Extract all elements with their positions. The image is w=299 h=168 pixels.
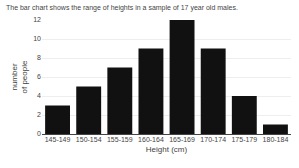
svg-text:Height (cm): Height (cm)	[146, 145, 188, 154]
svg-text:2: 2	[37, 111, 41, 118]
svg-text:12: 12	[33, 16, 41, 23]
svg-text:8: 8	[37, 54, 41, 61]
svg-text:145-149: 145-149	[45, 136, 71, 143]
svg-text:175-179: 175-179	[231, 136, 257, 143]
svg-text:160-164: 160-164	[138, 136, 164, 143]
svg-text:numberof people: numberof people	[10, 60, 29, 93]
svg-text:0: 0	[37, 130, 41, 137]
svg-text:The bar chart shows the range: The bar chart shows the range of heights…	[6, 4, 238, 12]
svg-text:4: 4	[37, 92, 41, 99]
svg-text:6: 6	[37, 73, 41, 80]
svg-text:155-159: 155-159	[107, 136, 133, 143]
svg-text:150-154: 150-154	[76, 136, 102, 143]
svg-text:10: 10	[33, 35, 41, 42]
svg-text:180-184: 180-184	[263, 136, 289, 143]
svg-text:165-169: 165-169	[169, 136, 195, 143]
svg-text:170-174: 170-174	[200, 136, 226, 143]
